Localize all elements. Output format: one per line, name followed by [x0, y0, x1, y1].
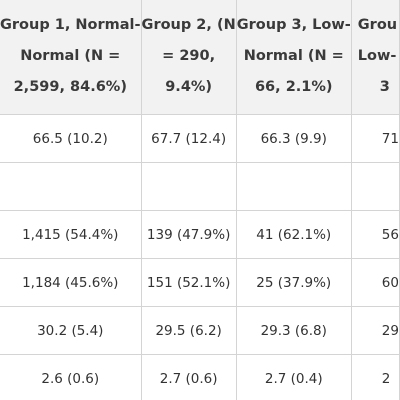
column-header-group-3: Group 3, Low- Normal (N = 66, 2.1%): [235, 0, 352, 115]
column-header-line: Group 2, (N: [141, 17, 236, 33]
table-cell: [140, 162, 237, 211]
table-cell: 56: [350, 210, 400, 259]
table-cell: 66.5 (10.2): [0, 114, 142, 163]
column-header-line: 66, 2.1%): [254, 79, 333, 95]
table-cell: 25 (37.9%): [235, 258, 352, 307]
header-row: Group 1, Normal- Normal (N = 2,599, 84.6…: [0, 0, 400, 115]
table-cell: 29: [350, 306, 400, 355]
column-header-line: 3: [379, 79, 390, 95]
table-cell: 2: [350, 354, 400, 400]
column-header-line: Group 1, Normal-: [0, 17, 141, 33]
column-header-line: Normal (N =: [20, 48, 121, 64]
table-cell: 1,415 (54.4%): [0, 210, 142, 259]
column-header-group-2: Group 2, (N = 290, 9.4%): [140, 0, 237, 115]
table-row: 1,184 (45.6%) 151 (52.1%) 25 (37.9%) 60: [0, 258, 400, 307]
table-cell: 66.3 (9.9): [235, 114, 352, 163]
table-cell: 29.3 (6.8): [235, 306, 352, 355]
table-cell: 151 (52.1%): [140, 258, 237, 307]
table-row: 1,415 (54.4%) 139 (47.9%) 41 (62.1%) 56: [0, 210, 400, 259]
table-cell: 1,184 (45.6%): [0, 258, 142, 307]
table-cell: 71: [350, 114, 400, 163]
table-cell: 30.2 (5.4): [0, 306, 142, 355]
table-row: 66.5 (10.2) 67.7 (12.4) 66.3 (9.9) 71: [0, 114, 400, 163]
table-cell: 67.7 (12.4): [140, 114, 237, 163]
column-header-line: 2,599, 84.6%): [13, 79, 127, 95]
table-cell: 2.6 (0.6): [0, 354, 142, 400]
table-row: 2.6 (0.6) 2.7 (0.6) 2.7 (0.4) 2: [0, 354, 400, 400]
table-cell: [235, 162, 352, 211]
column-header-line: Normal (N =: [243, 48, 344, 64]
column-header-line: = 290,: [162, 48, 216, 64]
column-header-group-1: Group 1, Normal- Normal (N = 2,599, 84.6…: [0, 0, 142, 115]
table-cell: 2.7 (0.4): [235, 354, 352, 400]
table-cell: 29.5 (6.2): [140, 306, 237, 355]
column-header-line: 9.4%): [165, 79, 213, 95]
column-header-group-4: Grou Low- 3: [350, 0, 400, 115]
table-cell: 41 (62.1%): [235, 210, 352, 259]
column-header-line: Group 3, Low-: [236, 17, 351, 33]
table-cell: [0, 162, 142, 211]
table-cell: 139 (47.9%): [140, 210, 237, 259]
table-row: [0, 162, 400, 211]
table-cell: [350, 162, 400, 211]
table-cell: 2.7 (0.6): [140, 354, 237, 400]
table-row: 30.2 (5.4) 29.5 (6.2) 29.3 (6.8) 29: [0, 306, 400, 355]
column-header-line: Grou: [357, 17, 398, 33]
table-cell: 60: [350, 258, 400, 307]
column-header-line: Low-: [357, 48, 397, 64]
